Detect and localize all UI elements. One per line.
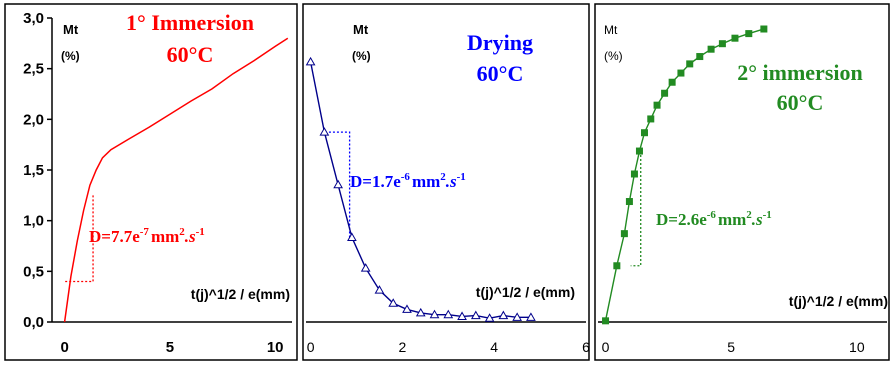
- panel-2-point: [484, 313, 495, 322]
- panel-3-point: [661, 89, 669, 97]
- panel-3-frame: [594, 3, 890, 361]
- panel-3-point: [696, 53, 704, 61]
- panel-2-point: [470, 310, 481, 320]
- panel-3-diffusion-annotation: D=2.6e-6 mm2.s-1: [656, 209, 772, 229]
- panel-2-yunit: (%): [352, 49, 371, 63]
- panel-1-y-tick-label: 2,5: [23, 61, 44, 78]
- panel-3-ylabel: Mt: [604, 23, 618, 37]
- panel-1-x-tick-label: 10: [267, 339, 284, 356]
- panel-1-x-tick-label: 0: [60, 339, 68, 356]
- panel-2-point: [512, 312, 523, 321]
- panel-3-point: [668, 78, 676, 86]
- panel-1-series-line: [63, 37, 289, 323]
- panel-3-point: [640, 129, 648, 137]
- panel-3-point: [653, 101, 661, 109]
- panel-3-point: [630, 170, 638, 178]
- panel-2-point: [374, 285, 385, 294]
- panel-1: 0,0 0,5 1,0 1,5 2,0 2,5 3,0 0 5 10 Mt (%) 1° Imm…: [23, 10, 292, 356]
- panel-2-point: [333, 179, 343, 189]
- panel-2-x-ticks: 0 2 4 6: [307, 339, 590, 355]
- panel-2-x-tick-label: 6: [582, 339, 590, 355]
- panel-2-frame: [302, 3, 590, 361]
- panel-3-point: [760, 25, 768, 33]
- panel-2-ylabel: Mt: [353, 22, 369, 37]
- panel-3-point: [707, 45, 715, 53]
- panel-1-y-tick-label: 0,5: [23, 263, 44, 280]
- panel-3-point: [677, 69, 685, 77]
- panel-1-xlabel: t(j)^1/2 / e(mm): [191, 286, 290, 302]
- panel-3-point: [602, 317, 610, 325]
- panel-2-point: [305, 56, 316, 66]
- panel-3-point: [647, 115, 655, 123]
- panel-1-y-tick-label: 2,0: [23, 111, 44, 128]
- panel-3-xlabel: t(j)^1/2 / e(mm): [789, 293, 888, 309]
- panel-3-slope-guide: [630, 151, 642, 267]
- panel-3-markers: [602, 25, 768, 325]
- panel-3-x-tick-label: 0: [602, 339, 610, 355]
- panel-3-point: [625, 198, 633, 206]
- panel-2-xlabel: t(j)^1/2 / e(mm): [476, 284, 575, 300]
- panel-3-point: [745, 30, 753, 38]
- panel-3-point: [731, 34, 739, 42]
- panel-3-x-tick-label: 5: [727, 339, 735, 355]
- panel-1-y-tick-label: 1,5: [23, 162, 44, 179]
- panel-3-point: [635, 147, 643, 155]
- panel-1-y-tick-label: 1,0: [23, 213, 44, 230]
- panel-2-point: [402, 304, 412, 313]
- panel-2-x-tick-label: 4: [490, 339, 498, 355]
- panel-3: 0 5 10 Mt (%) 2° immersion 60°C D=2.6e-6 mm…: [598, 23, 888, 355]
- panel-1-slope-guide: [64, 195, 94, 283]
- panel-1-x-ticks: 0 5 10: [60, 339, 283, 356]
- panel-3-x-tick-label: 10: [849, 339, 865, 355]
- panel-2-point: [319, 127, 330, 136]
- panel-1-x-tick-label: 5: [166, 339, 174, 356]
- panel-2-point: [360, 263, 371, 272]
- panel-1-ylabel: Mt: [63, 22, 79, 37]
- panel-3-point: [686, 60, 694, 68]
- panel-2-x-tick-label: 2: [398, 339, 406, 355]
- panel-2-x-tick-label: 0: [307, 339, 315, 355]
- panel-2-point: [388, 298, 399, 307]
- panel-2-point: [498, 310, 509, 320]
- panel-3-title: 2° immersion: [737, 60, 863, 85]
- panel-2-point: [443, 309, 454, 319]
- panel-2-slope-guide: [326, 131, 351, 238]
- panel-3-point: [718, 40, 726, 48]
- panel-2-title: Drying: [467, 30, 533, 55]
- panel-2-point: [429, 309, 440, 319]
- panel-1-y-ticks: 0,0 0,5 1,0 1,5 2,0 2,5 3,0: [23, 10, 52, 331]
- panel-2-markers: [305, 56, 536, 322]
- panel-1-title: 1° Immersion: [126, 10, 254, 35]
- panel-3-x-ticks: 0 5 10: [602, 339, 865, 355]
- panel-2-diffusion-annotation: D=1.7e-6 mm2.s-1: [350, 171, 466, 191]
- panel-2-point: [526, 312, 536, 321]
- panel-1-y-tick-label: 0,0: [23, 314, 44, 331]
- panel-2-point: [457, 311, 467, 320]
- panel-1-subtitle: 60°C: [167, 42, 214, 67]
- panel-2-subtitle: 60°C: [477, 61, 524, 86]
- panel-3-point: [620, 230, 628, 238]
- panel-1-yunit: (%): [61, 49, 80, 63]
- panel-3-subtitle: 60°C: [777, 90, 824, 115]
- panel-3-yunit: (%): [604, 49, 623, 63]
- panel-2-point: [415, 307, 426, 317]
- panel-1-y-tick-label: 3,0: [23, 10, 44, 27]
- panel-1-frame: [4, 3, 298, 361]
- panel-1-diffusion-annotation: D=7.7e-7 mm2.s-1: [89, 226, 205, 246]
- panel-2-point: [347, 232, 357, 241]
- panel-3-point: [613, 262, 621, 270]
